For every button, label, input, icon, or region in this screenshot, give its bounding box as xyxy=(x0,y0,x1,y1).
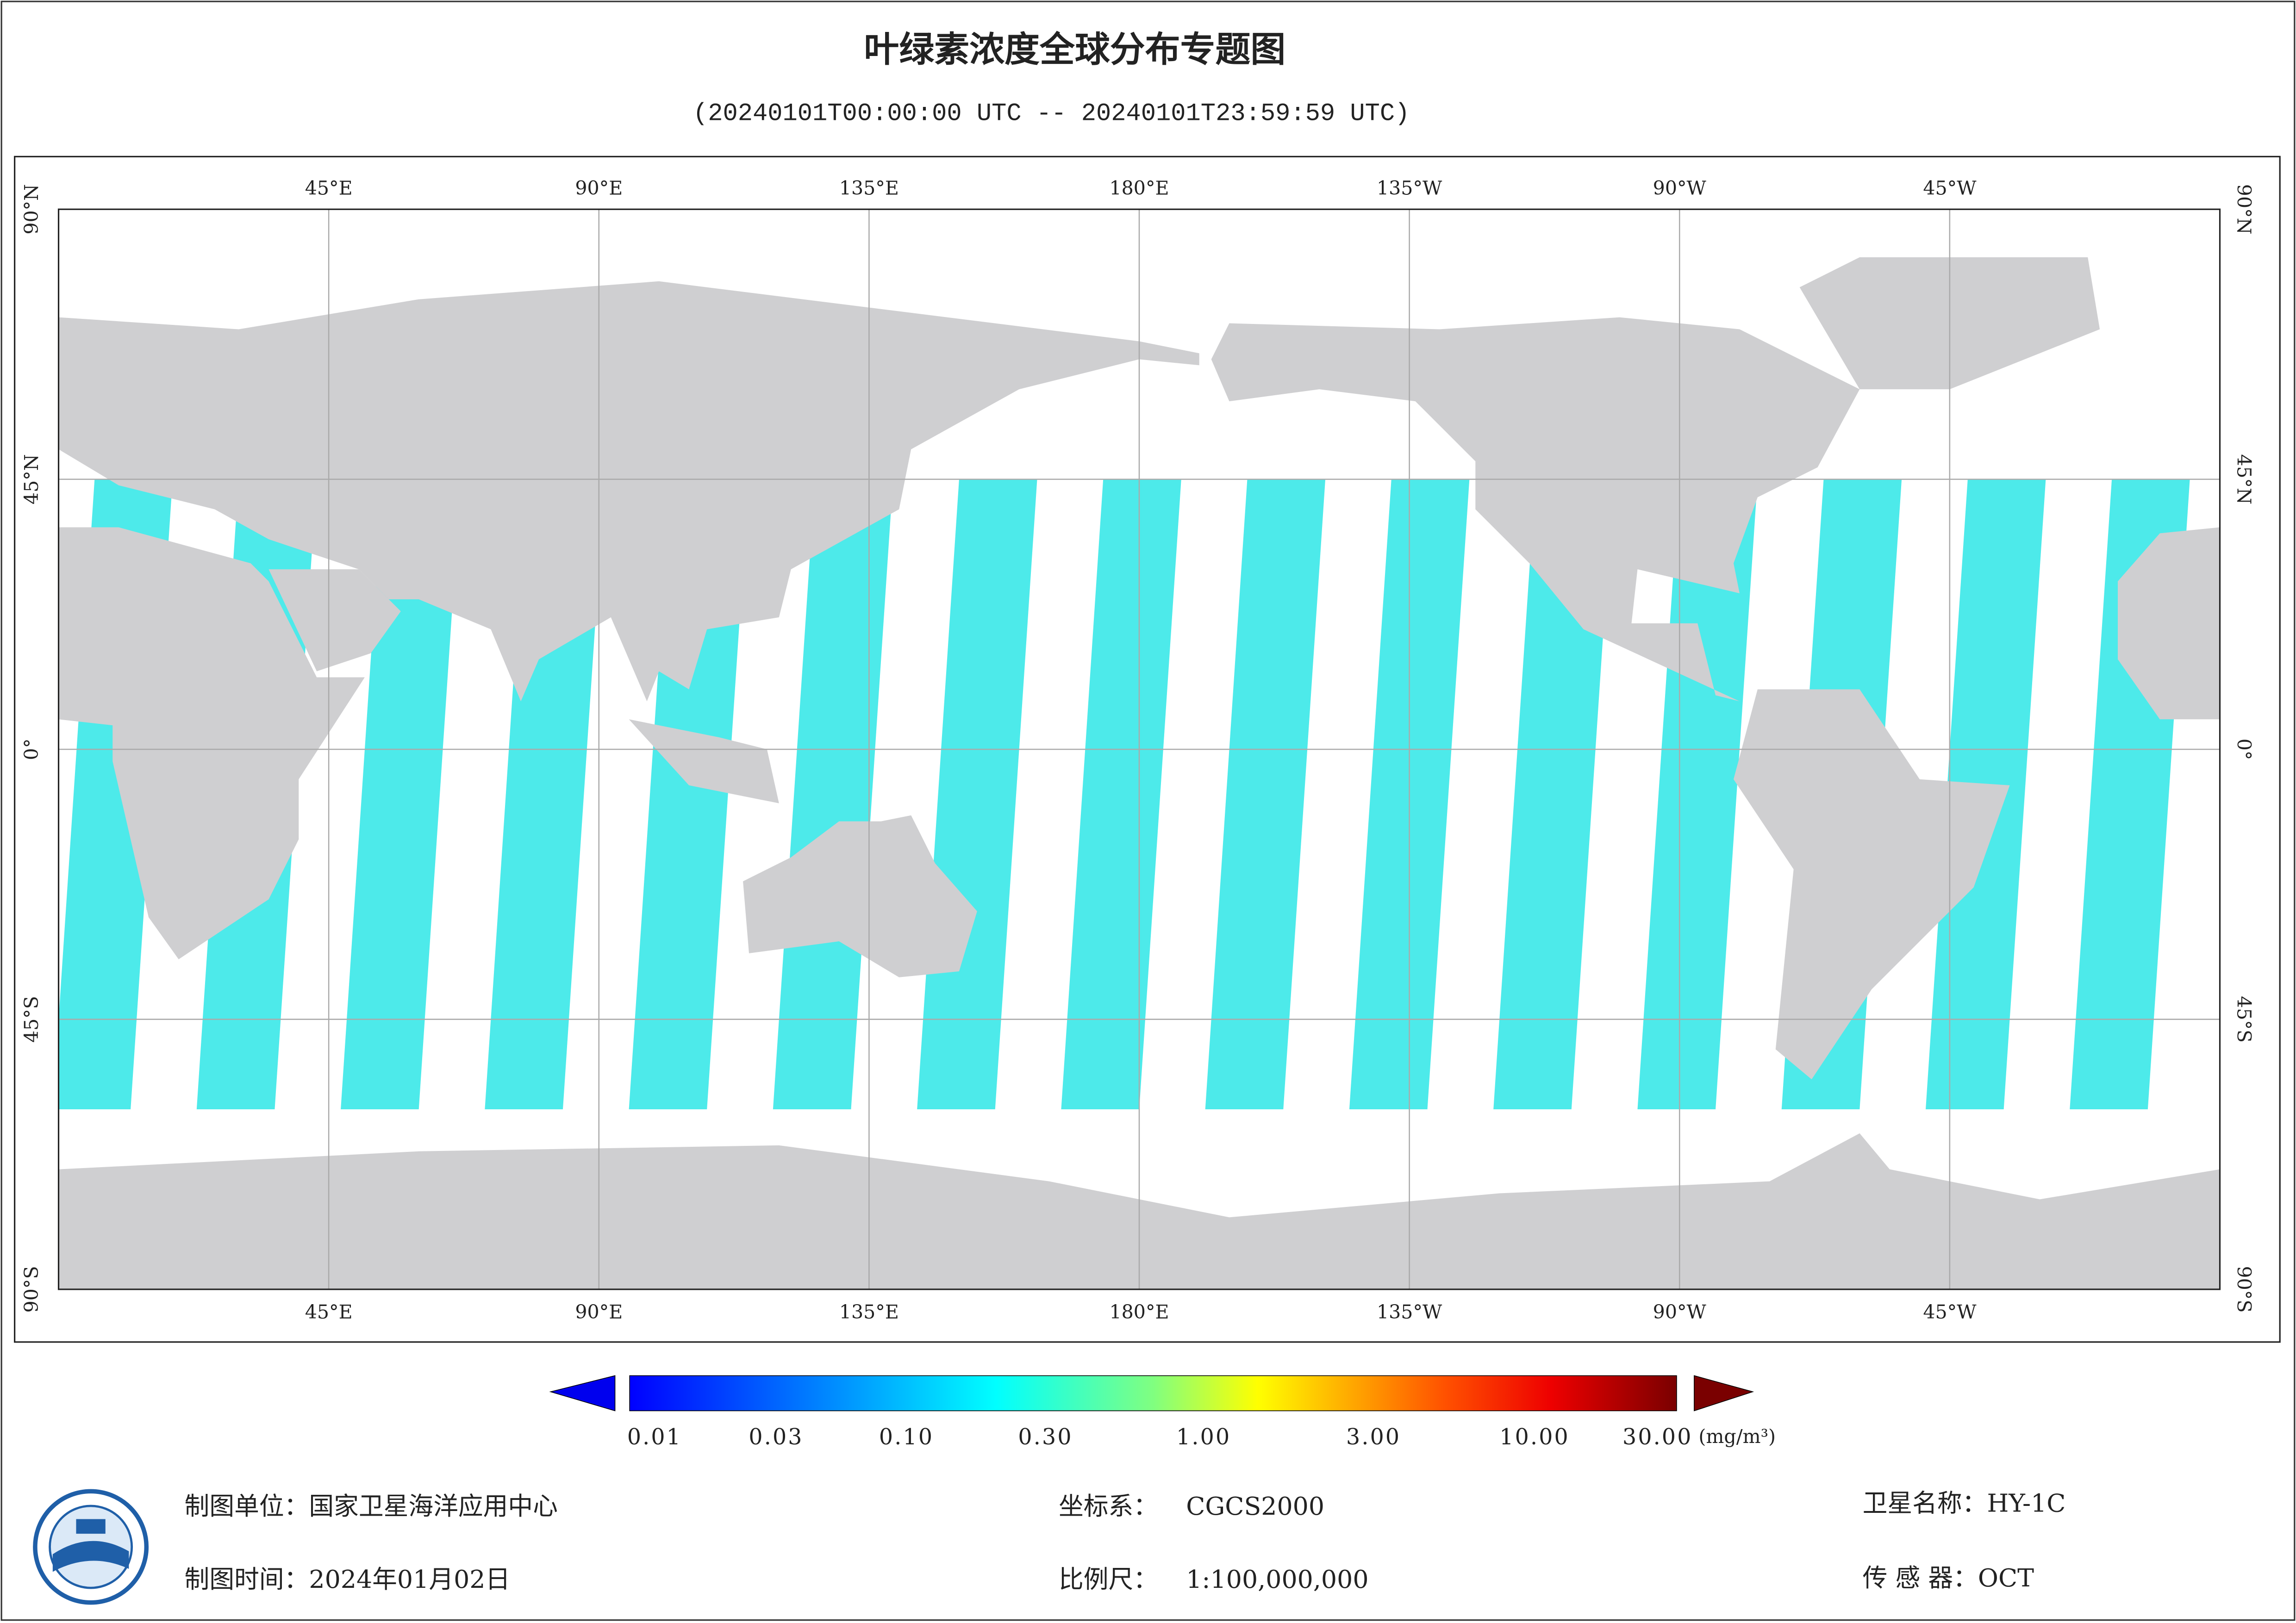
subtitle: (20240101T00:00:00 UTC -- 20240101T23:59… xyxy=(693,99,1410,128)
footer-value: CGCS2000 xyxy=(1186,1492,1324,1521)
lon-label: 45°W xyxy=(1923,177,1977,199)
colorbar-label: 3.00 xyxy=(1346,1424,1401,1450)
land xyxy=(58,527,365,959)
lat-label: 90°S xyxy=(2233,1266,2255,1312)
lat-label: 45°S xyxy=(20,996,43,1043)
land xyxy=(1733,689,2010,1080)
lon-label: 45°E xyxy=(305,177,353,199)
footer-item: 制图单位：国家卫星海洋应用中心 xyxy=(185,1492,558,1521)
lon-label: 45°E xyxy=(305,1301,353,1323)
colorbar-labels: 0.01 0.03 0.10 0.30 1.00 3.00 10.00 30.00 (mg/m³… xyxy=(627,1424,1776,1450)
map-axes: 45°E 45°E 90°E 90°E 135°E 135°E 180°E 180°E 135°… xyxy=(20,177,2255,1324)
lat-label: 90°N xyxy=(2233,184,2255,235)
lon-label: 90°E xyxy=(575,177,623,199)
lon-label: 180°E xyxy=(1109,177,1169,199)
land xyxy=(743,815,977,977)
data-swath xyxy=(1493,479,1614,1110)
footer-label: 卫星名称： xyxy=(1863,1489,1987,1518)
land xyxy=(1211,317,1860,702)
lat-label: 45°S xyxy=(2233,996,2255,1043)
lon-label: 180°E xyxy=(1109,1301,1169,1323)
lat-label: 45°N xyxy=(20,454,43,504)
colorbar-label: 0.01 xyxy=(627,1424,682,1450)
lat-label: 90°N xyxy=(20,184,43,235)
lon-label: 135°E xyxy=(839,177,899,199)
colorbar-unit: (mg/m³) xyxy=(1698,1425,1776,1448)
lon-label: 45°W xyxy=(1923,1301,1977,1323)
data-swath xyxy=(773,479,893,1110)
footer-value: OCT xyxy=(1978,1563,2034,1592)
footer-item: 坐标系： CGCS2000 xyxy=(1059,1492,1324,1521)
footer-label: 比例尺： xyxy=(1059,1565,1158,1594)
colorbar-label: 10.00 xyxy=(1499,1424,1570,1450)
data-swath xyxy=(341,479,461,1110)
lon-label: 90°W xyxy=(1653,177,1707,199)
footer-value: 1:100,000,000 xyxy=(1186,1565,1368,1594)
lat-label: 45°N xyxy=(2233,454,2255,504)
map xyxy=(58,209,2220,1289)
logo xyxy=(33,1489,149,1605)
footer-value: HY-1C xyxy=(1987,1489,2065,1518)
lon-label: 90°E xyxy=(575,1301,623,1323)
land xyxy=(268,569,401,672)
data-swath xyxy=(1205,479,1326,1110)
lat-label: 0° xyxy=(2233,739,2255,760)
title: 叶绿素浓度全球分布专题图 xyxy=(864,29,1285,70)
map-border xyxy=(57,208,2221,1290)
colorbar-high-arrow xyxy=(1694,1375,1754,1412)
colorbar xyxy=(629,1375,1677,1412)
colorbar-label: 0.10 xyxy=(879,1424,934,1450)
footer-label: 制图单位： xyxy=(185,1492,309,1521)
colorbar-low-arrow xyxy=(549,1375,616,1412)
lon-label: 135°E xyxy=(839,1301,899,1323)
data-swath xyxy=(629,479,749,1110)
land xyxy=(58,281,1199,702)
lat-label: 0° xyxy=(20,739,43,760)
lat-label: 90°S xyxy=(20,1266,43,1312)
footer-item: 传 感 器：OCT xyxy=(1863,1563,2034,1592)
land xyxy=(2118,527,2220,720)
footer-label: 制图时间： xyxy=(185,1565,309,1594)
footer-item: 制图时间：2024年01月02日 xyxy=(185,1565,511,1594)
lon-label: 135°W xyxy=(1377,177,1442,199)
data-swath xyxy=(1061,479,1181,1110)
footer-value: 国家卫星海洋应用中心 xyxy=(309,1492,558,1521)
footer-label: 传 感 器： xyxy=(1863,1563,1978,1592)
footer-item: 比例尺： 1:100,000,000 xyxy=(1059,1565,1369,1594)
lon-label: 135°W xyxy=(1377,1301,1442,1323)
data-swath xyxy=(1637,479,1758,1110)
footer-item: 卫星名称：HY-1C xyxy=(1863,1489,2066,1518)
footer-label: 坐标系： xyxy=(1059,1492,1158,1521)
lon-label: 90°W xyxy=(1653,1301,1707,1323)
footer-value: 2024年01月02日 xyxy=(309,1565,510,1594)
colorbar-label: 0.30 xyxy=(1018,1424,1073,1450)
colorbar-label: 0.03 xyxy=(749,1424,803,1450)
colorbar-label: 30.00 xyxy=(1622,1424,1693,1450)
land xyxy=(629,719,779,803)
colorbar-label: 1.00 xyxy=(1176,1424,1231,1450)
